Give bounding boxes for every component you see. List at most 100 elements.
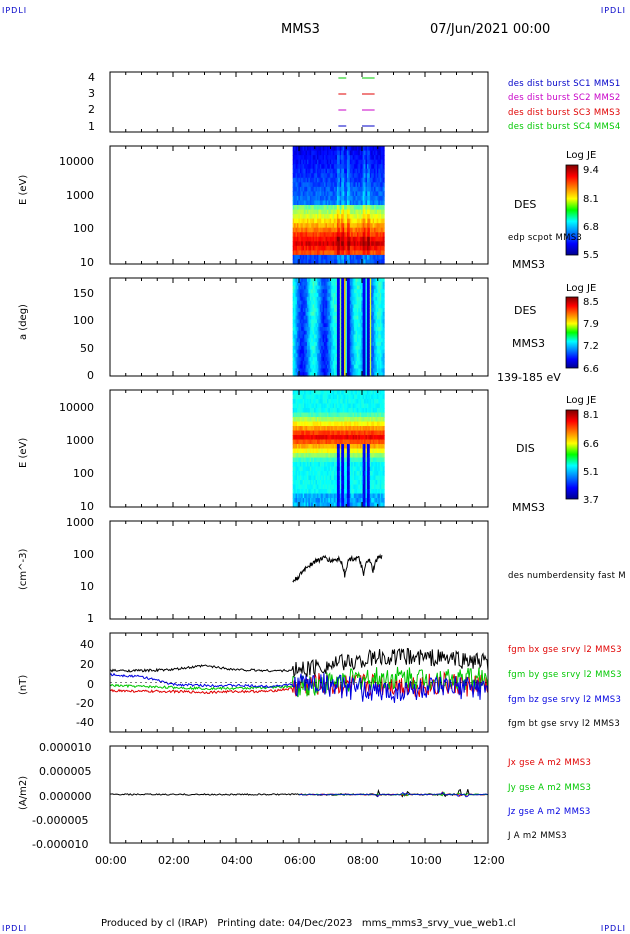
des-pitch-cell	[325, 327, 328, 332]
des-pitch-cell	[319, 357, 322, 362]
des-pitch-cell	[319, 330, 322, 336]
des-pitch-cell	[336, 311, 339, 317]
des-pitch-cell	[344, 293, 347, 298]
dis-energy-cell	[378, 399, 381, 405]
dis-energy-cell	[351, 408, 354, 414]
des-pitch-cell	[312, 345, 315, 351]
des-energy-cell	[361, 177, 364, 183]
des-pitch-cell	[356, 323, 359, 328]
des-energy-cell	[302, 254, 305, 261]
des-pitch-cell	[359, 357, 362, 362]
des-pitch-cell	[325, 296, 328, 302]
des-energy-cell	[328, 214, 331, 220]
des-energy-cell	[292, 200, 295, 206]
dis-energy-cell	[314, 426, 317, 432]
dis-energy-cell	[366, 399, 369, 405]
des-pitch-cell	[351, 357, 354, 362]
des-pitch-cell	[294, 338, 297, 343]
des-pitch-cell	[314, 357, 317, 362]
dis-energy-cell	[324, 484, 327, 490]
des-energy-cell	[348, 195, 351, 202]
des-pitch-cell	[295, 293, 298, 298]
des-energy-cell	[318, 254, 321, 261]
des-energy-cell	[332, 191, 335, 197]
dis-energy-cell	[356, 502, 359, 508]
des-pitch-cell	[322, 338, 325, 343]
des-pitch-cell	[376, 315, 379, 321]
dis-energy-cell	[359, 439, 362, 445]
dis-energy-cell	[355, 439, 358, 445]
des-energy-cell	[366, 168, 369, 174]
des-energy-cell	[324, 259, 327, 265]
des-pitch-cell	[309, 296, 312, 302]
dis-energy-cell	[292, 498, 295, 504]
des-pitch-cell	[364, 372, 367, 377]
des-energy-cell	[364, 150, 367, 156]
des-pitch-cell	[316, 360, 319, 366]
des-energy-cell	[374, 164, 377, 170]
des-energy-cell	[322, 182, 325, 188]
dis-energy-cell	[306, 399, 309, 405]
des-pitch-cell	[338, 353, 341, 358]
des-energy-cell	[316, 205, 319, 211]
des-pitch-cell	[344, 315, 347, 321]
des-pitch-cell	[369, 342, 372, 347]
des-pitch-cell	[298, 342, 301, 347]
des-energy-cell	[304, 150, 307, 156]
des-pitch-cell	[336, 364, 339, 370]
dis-energy-cell	[354, 462, 357, 468]
des-energy-cell	[329, 155, 332, 161]
des-pitch-cell	[305, 360, 308, 366]
dis-energy-cell	[319, 457, 322, 463]
dis-energy-cell	[372, 489, 375, 495]
dis-energy-cell	[338, 417, 341, 423]
des-pitch-cell	[308, 364, 311, 370]
dis-energy-cell	[359, 462, 362, 468]
des-energy-cell	[332, 254, 335, 261]
des-pitch-cell	[341, 315, 344, 321]
des-energy-cell	[376, 168, 379, 174]
des-pitch-cell	[346, 338, 349, 343]
dis-energy-cell	[309, 408, 312, 414]
des-pitch-cell	[378, 281, 381, 287]
des-pitch-cell	[292, 308, 295, 313]
des-energy-cell	[335, 146, 338, 152]
des-pitch-cell	[381, 323, 384, 328]
dis-energy-cell	[312, 502, 315, 508]
des-energy-cell	[305, 209, 308, 215]
des-pitch-cell	[362, 330, 365, 336]
dis-energy-cell	[335, 417, 338, 423]
dis-energy-cell	[349, 475, 352, 481]
dis-energy-cell	[334, 412, 337, 418]
des-pitch-cell	[309, 311, 312, 317]
dis-energy-cell	[382, 475, 385, 481]
des-energy-cell	[309, 150, 312, 156]
dis-energy-cell	[352, 448, 355, 454]
dis-energy-cell	[299, 390, 302, 396]
des-energy-cell	[365, 146, 368, 152]
des-energy-cell	[306, 191, 309, 197]
des-pitch-cell	[344, 289, 347, 294]
dis-energy-cell	[336, 394, 339, 400]
des-energy-cell	[351, 159, 354, 165]
des-energy-cell	[314, 168, 317, 174]
dis-energy-cell	[339, 390, 342, 396]
dis-energy-cell	[364, 475, 367, 481]
des-energy-cell	[292, 250, 295, 256]
dis-energy-cell	[336, 390, 339, 396]
des-energy-cell	[366, 205, 369, 211]
des-pitch-cell	[318, 319, 321, 324]
dis-energy-cell	[381, 394, 384, 400]
des-energy-cell	[299, 182, 302, 188]
des-energy-cell	[358, 241, 361, 247]
des-energy-cell	[379, 155, 382, 161]
des-energy-cell	[322, 191, 325, 197]
des-pitch-cell	[358, 323, 361, 328]
dis-energy-cell	[375, 417, 378, 423]
des-energy-cell	[304, 186, 307, 192]
dis-energy-cell	[332, 439, 335, 445]
des-energy-cell	[324, 218, 327, 224]
des-energy-cell	[334, 227, 337, 233]
des-energy-cell	[324, 173, 327, 179]
des-pitch-cell	[308, 334, 311, 339]
